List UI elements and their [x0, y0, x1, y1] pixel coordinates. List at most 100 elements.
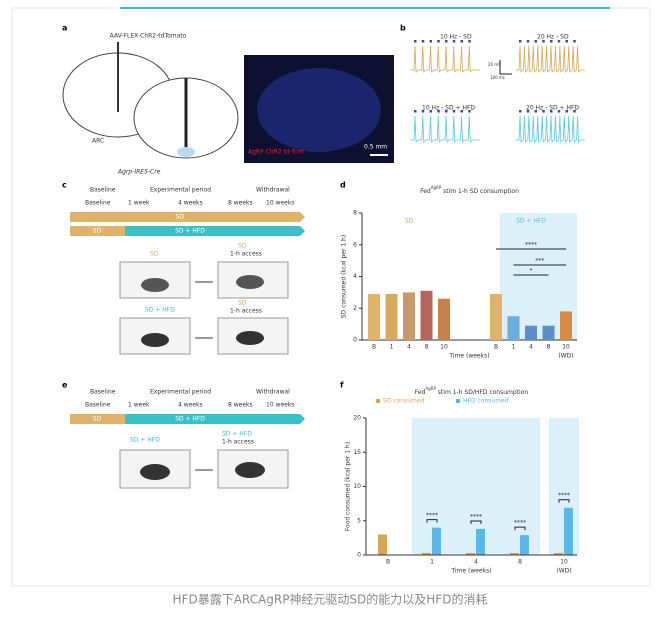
stim-pulse	[437, 110, 440, 113]
trace	[515, 115, 585, 143]
trace-title: 10 Hz - SD	[440, 34, 472, 41]
y-tick-label: 4	[353, 273, 357, 280]
sig-label: ***	[535, 258, 544, 265]
sig	[470, 520, 482, 524]
panel-label: d	[340, 181, 346, 190]
y-tick-label: 0	[357, 552, 361, 559]
mouse	[140, 464, 170, 480]
bar	[385, 293, 398, 340]
bar	[560, 311, 572, 340]
bar	[438, 298, 450, 340]
wd: (WD)	[558, 353, 573, 360]
x-tick-label: 8	[547, 344, 551, 351]
bar	[466, 552, 475, 555]
x-tick-label: B	[372, 344, 376, 351]
x-tick-label: 1	[430, 559, 434, 566]
sig-label: ****	[426, 512, 438, 519]
bar	[525, 325, 537, 340]
row-label: SD + HFD	[175, 416, 205, 423]
time: 8 weeks	[228, 402, 253, 409]
cage-label: SD	[150, 251, 159, 258]
stim-pulse	[460, 40, 463, 43]
arc-label: ARC	[92, 138, 104, 145]
row-label: SD	[176, 214, 185, 221]
stim-pulse	[565, 110, 568, 113]
y-tick-label: 20	[353, 415, 361, 422]
trace-title: 20 Hz - SD + HFD	[526, 105, 579, 112]
panel-label: e	[62, 381, 68, 390]
y-tick-label: 15	[353, 449, 361, 456]
time: 4 weeks	[178, 402, 203, 409]
title-part: Fed	[420, 188, 431, 195]
stim-pulse	[573, 110, 576, 113]
phase: Baseline	[90, 389, 116, 396]
mouse	[141, 278, 169, 292]
stim-pulse	[550, 110, 553, 113]
bar	[476, 528, 485, 555]
phase: Experimental period	[150, 389, 211, 396]
bar	[507, 316, 520, 340]
x-tick-label: 1	[512, 344, 516, 351]
title-part: stim 1-h SD/HFD consumption	[436, 389, 528, 396]
y-tick-label: 5	[357, 517, 361, 524]
scale-text: 100 ms	[490, 75, 505, 80]
x-tick-label: 8	[518, 559, 522, 566]
stim-pulse	[519, 110, 522, 113]
sig-label: ****	[514, 520, 526, 527]
x-label: Time (weeks)	[450, 568, 491, 575]
stim-pulse	[542, 40, 545, 43]
group-label: SD	[405, 218, 414, 225]
access: 1-h access	[222, 439, 254, 446]
bar	[510, 552, 519, 555]
mouse-label: Agrp-IRES-Cre	[117, 169, 161, 176]
sig-label: ****	[470, 513, 482, 520]
mouse	[236, 331, 264, 345]
stim-pulse	[573, 40, 576, 43]
timeline-base	[70, 414, 125, 424]
trace	[410, 115, 480, 143]
panel-label: a	[62, 24, 67, 33]
bar	[542, 325, 555, 340]
x-tick-label: 4	[474, 559, 478, 566]
stim-pulse	[519, 40, 522, 43]
stim-pulse	[445, 40, 448, 43]
bar	[422, 552, 431, 555]
cage-label: SD	[238, 243, 247, 250]
trace-title: 10 Hz - SD + HFD	[422, 105, 475, 112]
stim-pulse	[534, 110, 537, 113]
row-label: SD	[93, 416, 102, 423]
x-tick-label: 10	[560, 559, 568, 566]
panel-label: f	[340, 381, 344, 390]
sig-label: ****	[558, 492, 570, 499]
sig-label: *	[530, 268, 533, 275]
stim-pulse	[437, 40, 440, 43]
stim-pulse	[534, 40, 537, 43]
time: Baseline	[85, 200, 111, 207]
time: 10 weeks	[266, 402, 294, 409]
x-tick-label: 10	[440, 344, 448, 351]
mouse	[236, 275, 264, 289]
stim-pulse	[526, 40, 530, 43]
stim-pulse	[542, 110, 545, 113]
stim-pulse	[460, 110, 463, 113]
timeline-hfd	[70, 226, 305, 236]
stim-pulse	[414, 110, 417, 113]
stim-pulse	[565, 40, 568, 43]
access: 1-h access	[230, 251, 262, 258]
cage-label: SD	[238, 300, 247, 307]
title-part: AgRP	[431, 185, 442, 190]
x-tick-label: B	[386, 559, 390, 566]
wd: (WD)	[556, 568, 571, 575]
y-tick-label: 2	[353, 305, 357, 312]
title-part: stim 1-h SD consumption	[441, 188, 519, 195]
mouse	[141, 333, 169, 347]
access: 1-h access	[230, 308, 262, 315]
y-tick-label: 8	[353, 210, 357, 217]
title-part: Fed	[415, 389, 426, 396]
y-tick-label: 0	[353, 337, 357, 344]
light	[177, 147, 195, 157]
legend-label: HFD consumed	[463, 398, 509, 405]
trace-title: 20 Hz - SD	[537, 34, 569, 41]
bar	[420, 290, 433, 340]
